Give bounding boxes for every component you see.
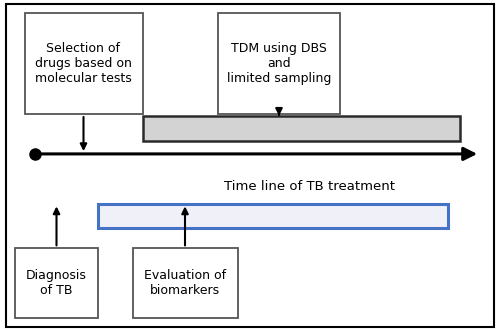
- Text: Evaluation of
biomarkers: Evaluation of biomarkers: [144, 269, 226, 297]
- Bar: [132, 248, 238, 318]
- Bar: [98, 204, 448, 228]
- Bar: [25, 13, 142, 114]
- Text: Time line of TB treatment: Time line of TB treatment: [224, 180, 396, 193]
- Text: TDM using DBS
and
limited sampling: TDM using DBS and limited sampling: [227, 42, 331, 85]
- Text: Selection of
drugs based on
molecular tests: Selection of drugs based on molecular te…: [35, 42, 132, 85]
- Bar: [15, 248, 98, 318]
- Bar: [142, 116, 460, 141]
- Text: Diagnosis
of TB: Diagnosis of TB: [26, 269, 87, 297]
- Bar: [218, 13, 340, 114]
